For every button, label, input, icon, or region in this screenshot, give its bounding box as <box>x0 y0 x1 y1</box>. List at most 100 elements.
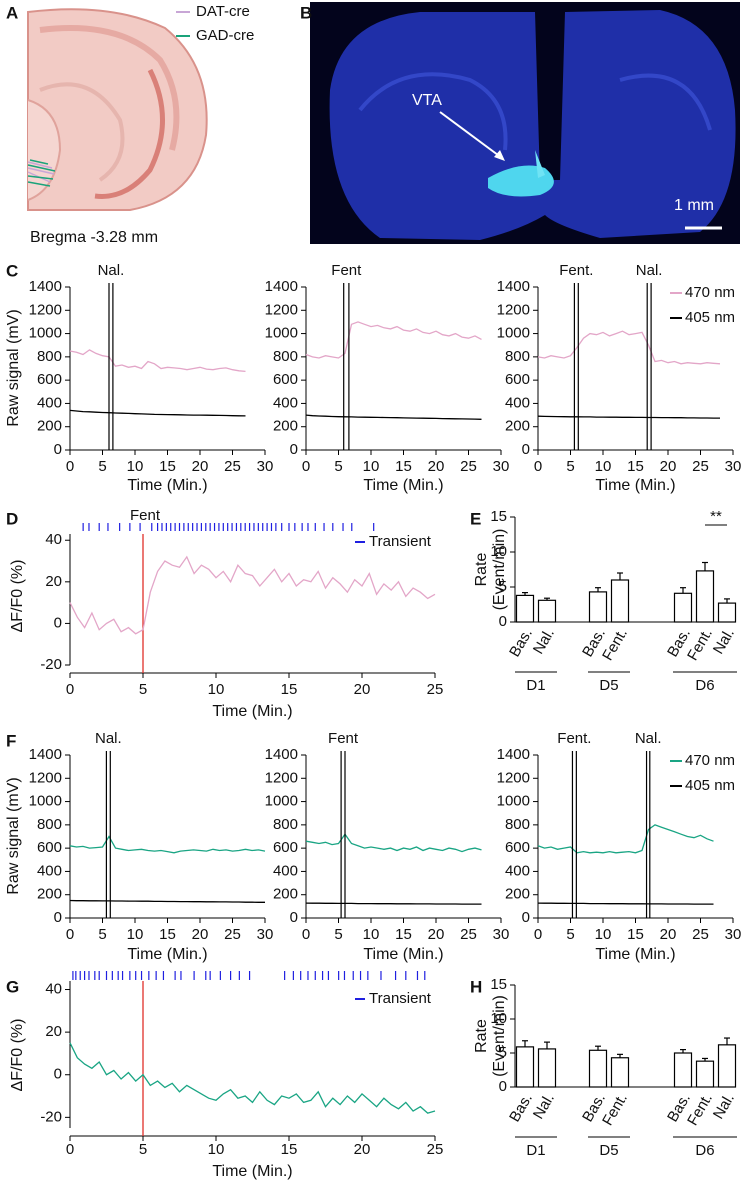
x-tick-label: 20 <box>660 458 677 475</box>
bar <box>717 602 737 623</box>
y-tick-label: 1200 <box>497 301 530 318</box>
x-tick-label: 0 <box>302 926 310 943</box>
x-tick-label: 25 <box>427 1141 444 1158</box>
x-tick-label: 30 <box>493 458 510 475</box>
x-tick-label: 25 <box>427 681 444 698</box>
legend-label: 470 nm <box>685 284 735 301</box>
y-tick-label: 1400 <box>29 746 62 763</box>
x-tick-label: 15 <box>627 458 644 475</box>
bar <box>537 1048 557 1088</box>
y-tick-label: 1400 <box>497 746 530 763</box>
y-tick-label: 0 <box>499 1078 507 1095</box>
y-tick-label: 200 <box>505 418 530 435</box>
x-tick-label: 5 <box>139 681 147 698</box>
y-tick-label: 400 <box>37 862 62 879</box>
data-line <box>537 824 714 854</box>
category-label: Nal. <box>710 1090 738 1122</box>
panel-label: G <box>6 977 19 996</box>
x-tick-label: 15 <box>281 681 298 698</box>
y-tick-label: 1200 <box>265 769 298 786</box>
x-tick-label: 0 <box>302 458 310 475</box>
x-tick-label: 25 <box>692 926 709 943</box>
y-tick-label: 1000 <box>497 325 530 342</box>
y-axis-label: Rate <box>473 1019 490 1053</box>
y-tick-label: -20 <box>40 1108 62 1125</box>
x-tick-label: 30 <box>257 926 274 943</box>
group-label: D6 <box>695 677 714 694</box>
legend-label: Transient <box>369 990 432 1007</box>
x-axis-label: Time (Min.) <box>595 477 675 494</box>
y-tick-label: 200 <box>273 418 298 435</box>
panel-label: C <box>6 261 18 280</box>
category-label: Nal. <box>530 1090 558 1122</box>
y-tick-label: 1000 <box>29 325 62 342</box>
y-tick-label: 1000 <box>497 793 530 810</box>
x-tick-label: 15 <box>159 458 176 475</box>
x-tick-label: 30 <box>725 458 742 475</box>
y-tick-label: 600 <box>37 371 62 388</box>
x-tick-label: 10 <box>127 458 144 475</box>
y-tick-label: 400 <box>273 862 298 879</box>
x-tick-label: 0 <box>66 458 74 475</box>
x-tick-label: 25 <box>224 458 241 475</box>
x-tick-label: 15 <box>281 1141 298 1158</box>
y-tick-label: 5 <box>499 578 507 595</box>
y-tick-label: 800 <box>273 348 298 365</box>
y-tick-label: 400 <box>273 394 298 411</box>
panel-label: F <box>6 731 16 750</box>
x-tick-label: 25 <box>692 458 709 475</box>
x-tick-label: 20 <box>354 681 371 698</box>
y-axis-label: Raw signal (mV) <box>5 777 22 894</box>
y-tick-label: 1000 <box>265 325 298 342</box>
y-tick-label: 40 <box>45 980 62 997</box>
y-tick-label: 600 <box>273 371 298 388</box>
x-axis-label: Time (Min.) <box>363 477 443 494</box>
y-tick-label: 600 <box>37 839 62 856</box>
x-tick-label: 0 <box>66 1141 74 1158</box>
x-tick-label: 5 <box>98 458 106 475</box>
region-label: VTA <box>412 92 442 109</box>
y-axis-label: ΔF/F0 (%) <box>9 560 26 633</box>
y-tick-label: 1000 <box>29 793 62 810</box>
legend-label: DAT-cre <box>196 3 250 20</box>
y-tick-label: 40 <box>45 531 62 548</box>
y-tick-label: 200 <box>505 886 530 903</box>
bar <box>695 570 715 623</box>
y-tick-label: 1400 <box>265 746 298 763</box>
data-line <box>69 835 266 854</box>
event-label: Nal. <box>635 730 662 747</box>
x-tick-label: 15 <box>627 926 644 943</box>
data-line <box>69 555 436 635</box>
y-tick-label: -20 <box>40 656 62 673</box>
y-axis-label: Raw signal (mV) <box>5 309 22 426</box>
y-tick-label: 200 <box>37 418 62 435</box>
data-line <box>537 330 721 365</box>
y-tick-label: 1200 <box>29 769 62 786</box>
data-line <box>305 414 482 420</box>
category-label: Bas. <box>506 625 536 659</box>
y-tick-label: 0 <box>54 909 62 926</box>
y-tick-label: 800 <box>273 816 298 833</box>
y-tick-label: 400 <box>37 394 62 411</box>
y-tick-label: 0 <box>290 441 298 458</box>
y-tick-label: 0 <box>499 613 507 630</box>
x-tick-label: 30 <box>493 926 510 943</box>
group-label: D5 <box>599 1142 618 1159</box>
x-axis-label: Time (Min.) <box>127 477 207 494</box>
micrograph-image <box>310 2 740 244</box>
legend-label: 470 nm <box>685 752 735 769</box>
x-tick-label: 5 <box>566 926 574 943</box>
bar <box>610 579 630 623</box>
x-tick-label: 5 <box>334 458 342 475</box>
y-tick-label: 0 <box>54 441 62 458</box>
x-tick-label: 5 <box>566 458 574 475</box>
y-tick-label: 200 <box>273 886 298 903</box>
x-tick-label: 25 <box>224 926 241 943</box>
event-label: Fent <box>130 507 161 524</box>
y-tick-label: 0 <box>290 909 298 926</box>
x-axis-label: Time (Min.) <box>127 946 207 963</box>
event-label: Fent <box>328 730 359 747</box>
bar <box>588 1049 608 1088</box>
scale-label: 1 mm <box>674 197 714 214</box>
